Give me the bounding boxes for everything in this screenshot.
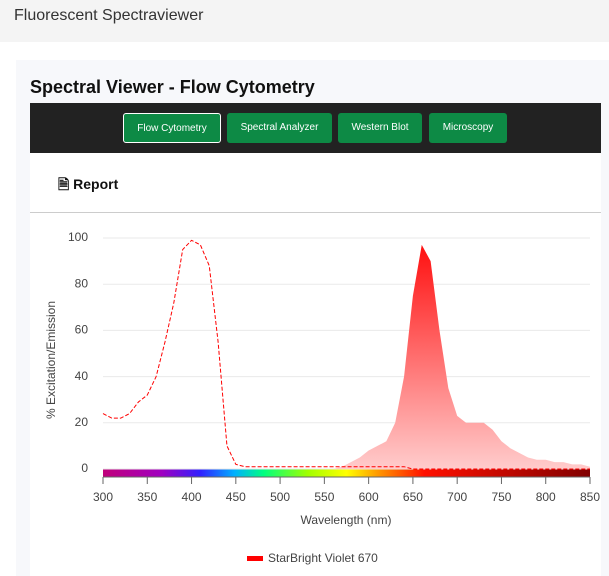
x-tick-label: 500 [270, 490, 290, 504]
y-tick-label: 80 [75, 276, 89, 290]
x-tick-label: 300 [93, 490, 113, 504]
x-tick-label: 700 [447, 490, 467, 504]
x-tick-label: 600 [359, 490, 379, 504]
card-title: Spectral Viewer - Flow Cytometry [30, 77, 315, 97]
report-button[interactable]: 🗎 Report [58, 176, 119, 192]
top-bar: Fluorescent Spectraviewer [0, 0, 609, 42]
x-axis-label: Wavelength (nm) [301, 513, 392, 527]
y-tick-label: 20 [75, 415, 89, 429]
x-tick-label: 750 [491, 490, 511, 504]
x-tick-label: 800 [536, 490, 556, 504]
tab[interactable]: Microscopy [429, 113, 507, 143]
separator [30, 212, 601, 213]
x-tick-label: 850 [580, 490, 600, 504]
tab[interactable]: Flow Cytometry [123, 113, 221, 143]
tab[interactable]: Western Blot [338, 113, 422, 143]
report-label: Report [73, 176, 119, 192]
app-title: Fluorescent Spectraviewer [14, 7, 204, 24]
excitation-line [102, 239, 590, 470]
card: Spectral Viewer - Flow Cytometry Flow Cy… [16, 60, 609, 576]
y-tick-label: 100 [68, 230, 88, 244]
x-tick-label: 550 [314, 490, 334, 504]
y-axis-label: % Excitation/Emission [44, 301, 58, 419]
x-tick-label: 400 [182, 490, 202, 504]
legend-label: StarBright Violet 670 [268, 551, 378, 565]
y-tick-label: 0 [81, 461, 88, 475]
y-tick-label: 60 [75, 323, 89, 337]
y-tick-label: 40 [75, 369, 89, 383]
x-tick-label: 650 [403, 490, 423, 504]
legend-swatch [247, 556, 263, 561]
x-tick-label: 350 [137, 490, 157, 504]
x-tick-label: 450 [226, 490, 246, 504]
content: 🗎 Report [30, 153, 601, 576]
emission-area [103, 244, 590, 469]
nav-bar: Flow Cytometry Spectral Analyzer Western… [30, 103, 601, 153]
spectrum-bar [103, 469, 590, 477]
tab[interactable]: Spectral Analyzer [227, 113, 332, 143]
